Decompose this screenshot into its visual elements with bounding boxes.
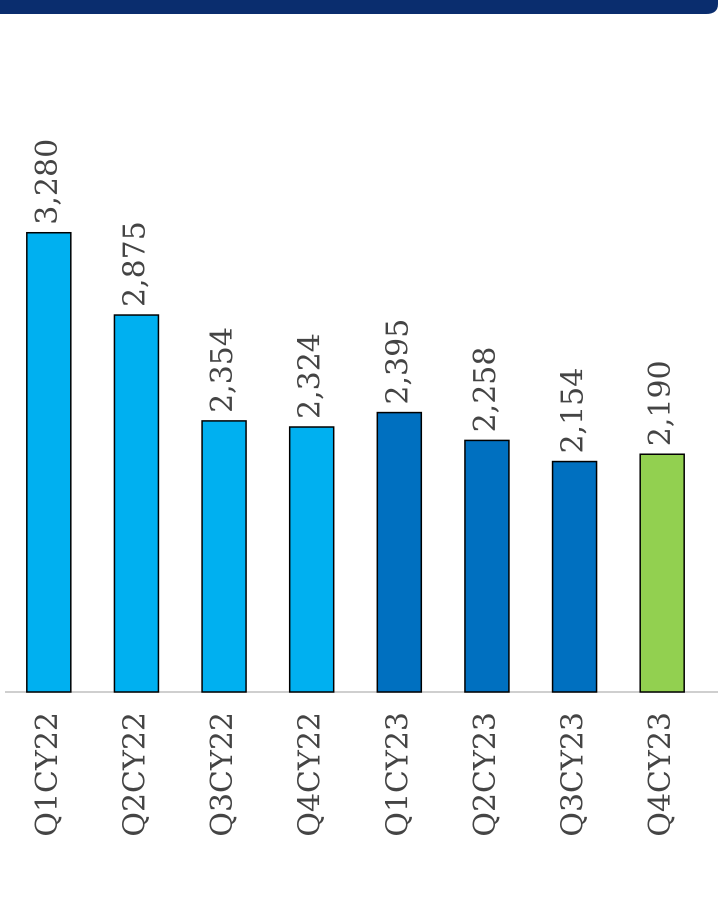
x-tick-label: Q4CY23 (643, 712, 678, 837)
value-label: 2,154 (556, 368, 591, 454)
value-label: 2,324 (293, 333, 328, 419)
value-label: 3,280 (30, 139, 65, 225)
x-tick-label: Q1CY23 (380, 712, 415, 837)
value-label: 2,258 (468, 347, 503, 433)
x-tick-label: Q2CY23 (468, 712, 503, 837)
bar (288, 426, 335, 693)
value-label: 2,190 (643, 360, 678, 446)
value-label: 2,354 (205, 327, 240, 413)
bar (26, 231, 72, 693)
header-band (0, 0, 718, 14)
x-tick-label: Q3CY22 (205, 712, 240, 837)
x-tick-label: Q2CY22 (117, 712, 152, 837)
value-label: 2,875 (117, 221, 152, 307)
bar (551, 460, 598, 693)
x-tick-label: Q1CY22 (30, 712, 65, 837)
x-tick-label: Q3CY23 (556, 712, 591, 837)
bar (201, 420, 247, 693)
bar (376, 411, 423, 693)
bar (464, 439, 510, 693)
value-label: 2,395 (380, 319, 415, 405)
bar (639, 453, 685, 693)
bar (113, 314, 160, 693)
x-tick-label: Q4CY22 (293, 712, 328, 837)
